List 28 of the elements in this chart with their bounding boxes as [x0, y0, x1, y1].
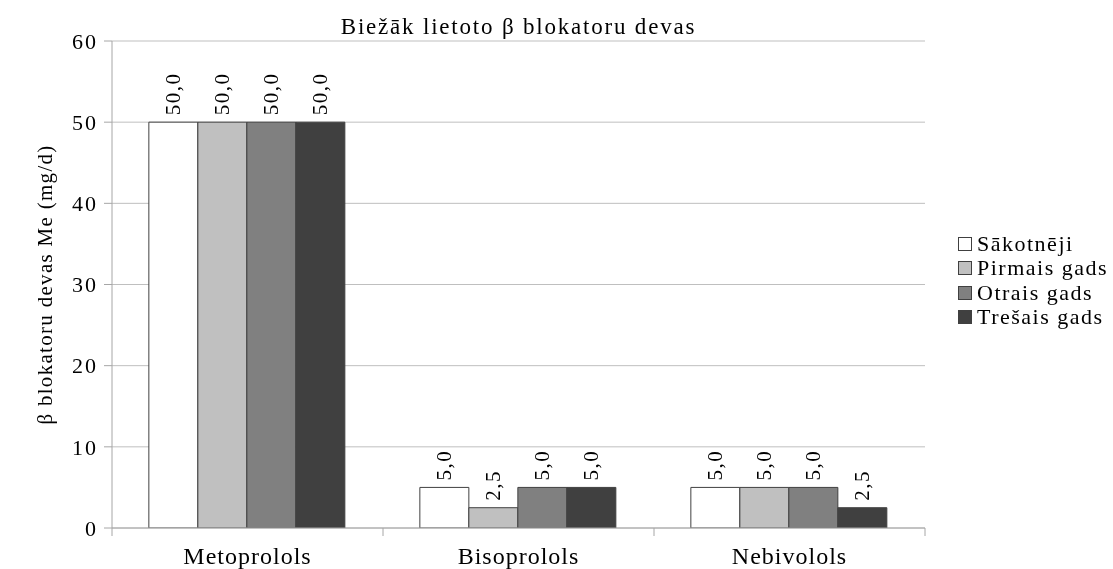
- y-tick-label: 50: [72, 109, 98, 135]
- legend-label: Otrais gads: [977, 279, 1094, 306]
- data-label: 2,5: [850, 469, 875, 501]
- y-tick-label: 0: [85, 515, 98, 541]
- y-tick-label: 30: [72, 272, 98, 298]
- x-tick-label: Metoprolols: [183, 543, 312, 569]
- y-tick-label: 40: [72, 191, 98, 217]
- x-tick-label: Bisoprolols: [457, 543, 580, 569]
- data-label: 50,0: [210, 72, 235, 116]
- legend-label: Trešais gads: [977, 304, 1104, 331]
- y-axis-title: β blokatoru devas Me (mg/d): [33, 144, 57, 425]
- data-label: 5,0: [432, 449, 457, 481]
- data-label: 5,0: [530, 449, 555, 481]
- chart-title: Biežāk lietoto β blokatoru devas: [340, 14, 697, 39]
- data-label: 50,0: [259, 72, 284, 116]
- data-label: 5,0: [703, 449, 728, 481]
- legend-label: Sākotnēji: [977, 230, 1074, 257]
- y-tick-label: 60: [72, 28, 98, 54]
- data-label: 5,0: [752, 449, 777, 481]
- legend-label: Pirmais gads: [977, 255, 1109, 282]
- x-tick-label: Nebivolols: [731, 543, 848, 569]
- y-tick-label: 20: [72, 353, 98, 379]
- data-label: 5,0: [801, 449, 826, 481]
- y-tick-label: 10: [72, 434, 98, 460]
- data-label: 50,0: [308, 72, 333, 116]
- data-label: 5,0: [579, 449, 604, 481]
- data-label: 50,0: [161, 72, 186, 116]
- data-label: 2,5: [481, 469, 506, 501]
